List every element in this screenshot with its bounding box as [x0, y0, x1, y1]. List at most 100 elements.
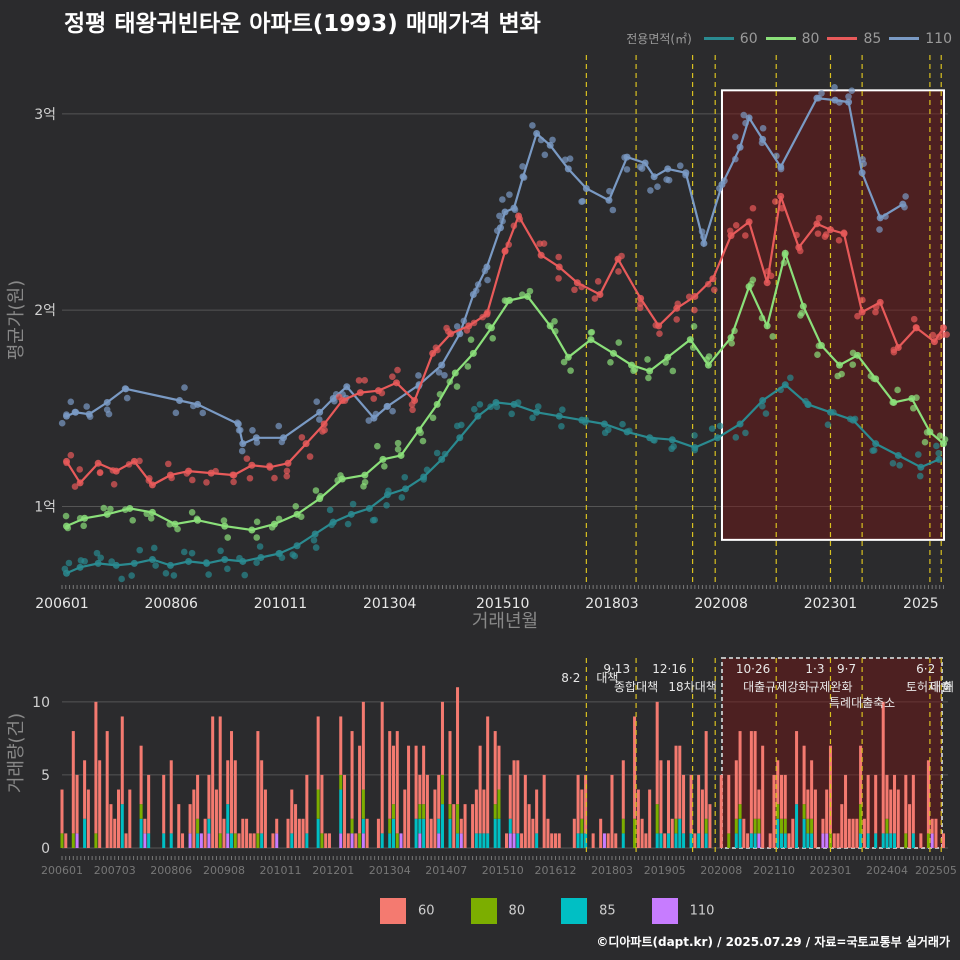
- point-110: [647, 187, 654, 194]
- point-110: [731, 133, 739, 141]
- volume-bar-60: [222, 818, 226, 848]
- volume-bar-85: [874, 833, 878, 848]
- point-85: [815, 214, 823, 222]
- volume-bar-85: [689, 833, 693, 848]
- volume-bar-85: [478, 833, 482, 848]
- point-60: [108, 558, 115, 565]
- policy-date-label: 9·7: [837, 662, 856, 676]
- volume-bar-85: [226, 804, 230, 834]
- volume-bar-85: [482, 833, 486, 848]
- point-110: [499, 196, 506, 203]
- point-85: [389, 373, 396, 380]
- point-60: [93, 549, 101, 557]
- bottom-legend-item-110: 110: [651, 898, 714, 924]
- volume-bar-60: [606, 833, 610, 848]
- point-60: [933, 442, 940, 450]
- volume-bar-60: [346, 833, 350, 848]
- top-legend-title: 전용면적(㎡): [626, 32, 692, 46]
- volume-bar-80: [655, 804, 659, 834]
- volume-bar-85: [418, 818, 422, 834]
- y-tick-label: 2억: [34, 303, 56, 319]
- volume-bar-60: [105, 731, 109, 848]
- volume-bar-80: [320, 833, 324, 848]
- volume-bar-60: [516, 760, 520, 834]
- point-85: [555, 253, 562, 261]
- volume-bar-80: [358, 833, 362, 848]
- point-60: [691, 432, 698, 439]
- y-tick-label: 1억: [34, 499, 56, 515]
- volume-bar-80: [859, 804, 863, 834]
- volume-bar-60: [422, 745, 426, 805]
- point-60: [398, 494, 406, 501]
- point-60: [691, 446, 699, 454]
- bar-x-tick-label: 202301: [809, 864, 851, 877]
- point-85: [67, 451, 75, 459]
- series-line-60: [66, 383, 940, 575]
- volume-bar-85: [260, 833, 264, 848]
- volume-bar-60: [456, 687, 460, 805]
- point-60: [81, 557, 88, 565]
- point-80: [381, 462, 388, 470]
- volume-bar-80: [350, 818, 354, 834]
- point-85: [319, 428, 326, 435]
- point-110: [676, 162, 684, 170]
- volume-bar-60: [365, 818, 369, 848]
- point-80: [567, 367, 574, 374]
- point-80: [292, 503, 300, 510]
- volume-bar-60: [697, 774, 701, 834]
- volume-bar-85: [580, 833, 584, 848]
- volume-bar-60: [810, 760, 814, 819]
- point-60: [205, 571, 212, 578]
- point-80: [921, 438, 929, 446]
- point-60: [914, 451, 922, 458]
- volume-bar-60: [504, 833, 509, 848]
- point-110: [58, 419, 66, 427]
- volume-bar-60: [286, 818, 290, 848]
- volume-bar-60: [403, 789, 407, 848]
- point-60: [471, 405, 478, 413]
- volume-bar-85: [139, 818, 143, 848]
- volume-bar-60: [640, 818, 644, 848]
- point-60: [278, 554, 286, 561]
- policy-desc-label: 토허제 해: [906, 680, 954, 694]
- volume-bar-60: [380, 701, 384, 834]
- volume-bar-60: [305, 774, 309, 834]
- point-80: [728, 339, 736, 347]
- point-85: [749, 204, 757, 212]
- volume-bar-60: [806, 789, 810, 819]
- point-60: [433, 449, 441, 457]
- volume-bar-85: [316, 818, 320, 848]
- point-80: [220, 517, 228, 524]
- volume-bar-60: [832, 833, 836, 848]
- point-60: [369, 516, 377, 524]
- point-60: [344, 520, 352, 528]
- volume-bar-60: [433, 789, 437, 848]
- point-80: [615, 339, 623, 346]
- volume-bar-60: [768, 833, 772, 848]
- bar-x-tick-label: 201905: [644, 864, 686, 877]
- volume-bar-60: [576, 774, 580, 834]
- source-footer: ©디아파트(dapt.kr) / 2025.07.29 / 자료=국토교통부 실…: [596, 935, 950, 949]
- policy-date-label: 6·2: [916, 662, 935, 676]
- point-80: [374, 442, 381, 450]
- point-110: [623, 166, 631, 173]
- x-tick-label: 202008: [694, 596, 747, 612]
- volume-bar-85: [508, 818, 512, 834]
- volume-bar-85: [859, 833, 863, 848]
- point-85: [835, 237, 843, 244]
- bar-x-tick-label: 200806: [150, 864, 192, 877]
- point-80: [147, 515, 155, 522]
- volume-bar-60: [614, 833, 618, 848]
- volume-bar-85: [290, 833, 294, 848]
- y-tick-label: 3억: [34, 107, 56, 123]
- volume-bar-80: [633, 818, 637, 848]
- point-60: [256, 543, 264, 550]
- volume-bar-60: [678, 745, 682, 819]
- volume-bar-60: [482, 789, 486, 834]
- volume-bar-110: [821, 833, 825, 848]
- point-60: [824, 421, 832, 429]
- point-110: [484, 276, 491, 284]
- point-110: [860, 160, 867, 168]
- point-60: [604, 426, 612, 434]
- volume-bar-80: [218, 833, 222, 848]
